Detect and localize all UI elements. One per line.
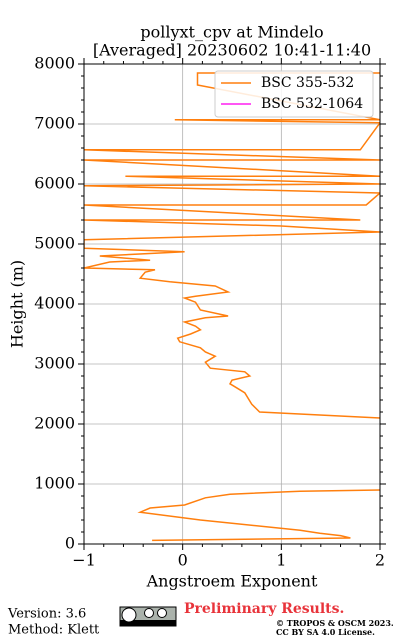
plot-frame	[83, 63, 381, 545]
copyright: © TROPOS & OSCM 2023.	[276, 618, 394, 628]
preliminary: Preliminary Results.	[184, 601, 344, 617]
license: CC BY SA 4.0 License.	[276, 627, 375, 637]
x-tick-label: 0	[178, 551, 188, 570]
y-tick-label: 0	[65, 534, 75, 553]
y-tick-label: 6000	[34, 174, 75, 193]
method: Method: Klett	[8, 623, 100, 638]
plot-area	[84, 72, 380, 542]
chart-title: pollyxt_cpv at Mindelo	[140, 23, 323, 42]
y-tick-label: 1000	[34, 474, 75, 493]
y-tick-label: 8000	[34, 54, 75, 73]
y-tick-label: 4000	[34, 294, 75, 313]
x-axis-label: Angstroem Exponent	[146, 572, 318, 591]
y-tick-label: 3000	[34, 354, 75, 373]
x-tick-label: 2	[375, 551, 385, 570]
chart-subtitle: [Averaged] 20230602 10:41-11:40	[93, 41, 371, 60]
x-tick-label: −1	[72, 551, 96, 570]
legend-label: BSC 532-1064	[261, 96, 363, 112]
y-tick-label: 2000	[34, 414, 75, 433]
y-axis-label: Height (m)	[8, 260, 27, 348]
data-line	[84, 72, 380, 542]
y-tick-label: 5000	[34, 234, 75, 253]
cc-logo	[119, 606, 177, 627]
x-tick-label: 1	[276, 551, 286, 570]
version: Version: 3.6	[7, 607, 86, 622]
legend-box	[214, 70, 374, 118]
legend-label: BSC 355-532	[261, 75, 354, 91]
y-tick-label: 7000	[34, 114, 75, 133]
